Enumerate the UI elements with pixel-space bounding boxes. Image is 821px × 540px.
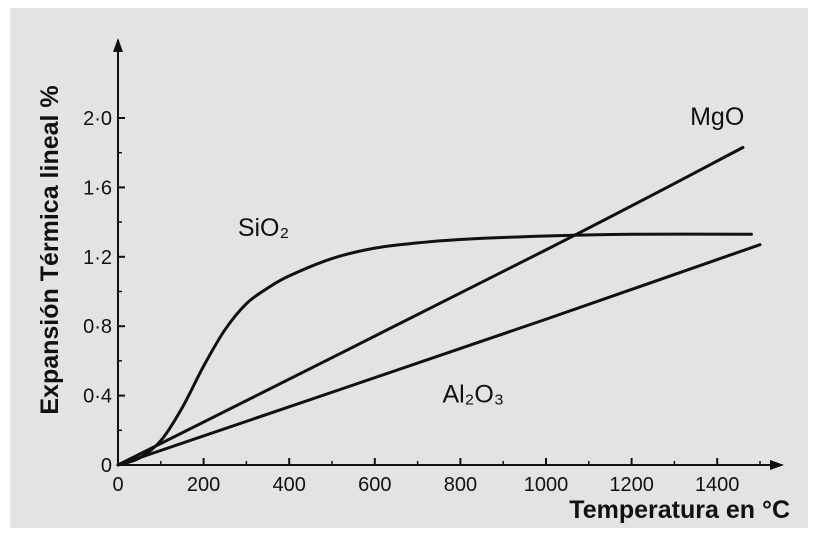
x-tick-label: 1200 (609, 474, 654, 496)
axes (113, 38, 784, 470)
chart-panel (10, 8, 808, 528)
y-tick-label: 0·8 (83, 316, 112, 338)
series-line-mgo (116, 145, 745, 467)
y-axis-arrow (113, 38, 123, 52)
series-label-sio: SiO₂ (238, 214, 289, 242)
x-tick-label: 1400 (695, 474, 740, 496)
y-tick-label: 0 (101, 455, 112, 477)
series-labels: SiO₂ MgO Al₂O₃ (238, 103, 744, 409)
x-tick-label: 1000 (524, 474, 569, 496)
ticks: 0 200 400 600 800 1000 1200 1400 0 0·4 0·8 1·2 1·6 2·… (83, 108, 761, 496)
x-tick-label: 800 (444, 474, 477, 496)
y-tick-label: 2·0 (83, 108, 112, 130)
x-tick-label: 400 (273, 474, 306, 496)
series-label-mgo: MgO (690, 103, 744, 131)
y-tick-label: 1·6 (83, 177, 112, 199)
series-lines (116, 145, 762, 467)
y-axis-title: Expansión Térmica lineal % (36, 85, 64, 414)
x-axis-arrow (770, 460, 784, 470)
x-tick-label: 0 (112, 474, 123, 496)
y-tick-label: 1·2 (83, 247, 112, 269)
series-label-alo: Al₂O₃ (442, 381, 504, 409)
series-line-alo (116, 243, 762, 467)
x-tick-label: 600 (358, 474, 391, 496)
x-tick-label: 200 (187, 474, 220, 496)
series-line-sio (116, 232, 753, 467)
x-axis-title: Temperatura en °C (569, 496, 790, 524)
y-tick-label: 0·4 (83, 386, 112, 408)
